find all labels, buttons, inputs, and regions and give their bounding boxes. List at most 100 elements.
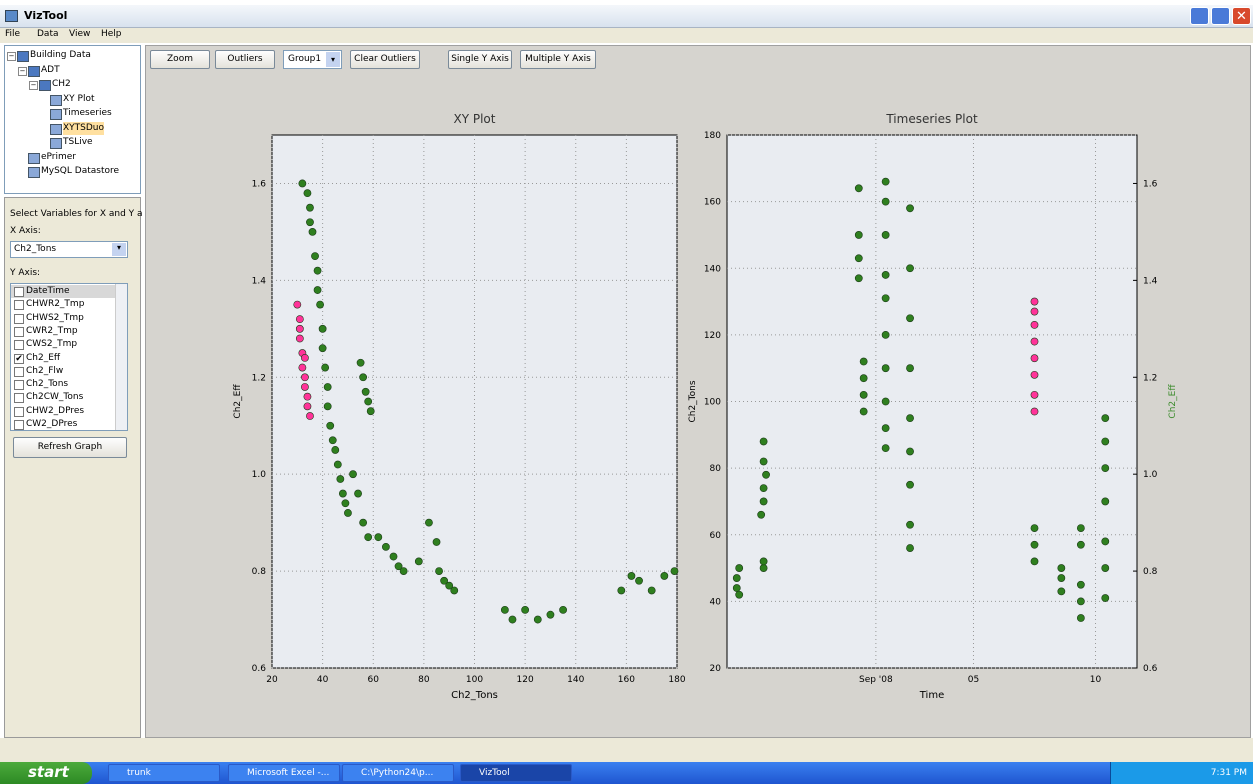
point (1101, 437, 1110, 446)
point (366, 407, 375, 416)
tree-icon (28, 152, 40, 164)
point (757, 510, 766, 519)
title-bar: VizTool ✕ (0, 5, 1253, 28)
point (859, 390, 868, 399)
y-tick-label: 140 (704, 264, 721, 274)
menu-item[interactable]: View (69, 29, 91, 39)
tree-item-selected[interactable]: XYTSDuo (63, 121, 105, 135)
point (432, 538, 441, 546)
dropdown-arrow: ▾ (112, 243, 126, 256)
x-axis-label: Time (919, 690, 944, 701)
variable-label: Ch2_Tons (26, 379, 69, 390)
point (364, 533, 373, 542)
point (906, 414, 914, 423)
tree-item[interactable]: TSLive (63, 137, 93, 147)
point (1030, 390, 1039, 399)
list-header (11, 285, 115, 298)
checkbox[interactable]: ✔ (14, 353, 24, 364)
point (303, 189, 312, 198)
expander[interactable]: − (18, 66, 27, 76)
chart-title: Timeseries Plot (885, 112, 978, 126)
checkbox[interactable] (14, 380, 24, 391)
checkbox[interactable] (14, 326, 24, 337)
close-button[interactable]: ✕ (1232, 7, 1251, 25)
scrollbar[interactable] (115, 284, 127, 430)
point (1030, 337, 1039, 346)
tree-item[interactable]: Building Data (30, 50, 91, 60)
point (361, 387, 370, 396)
point (759, 437, 768, 446)
plot-area (271, 134, 678, 669)
point (559, 605, 567, 614)
outliers-button[interactable]: Outliers (215, 50, 275, 69)
taskbar-item[interactable]: C:\Python24\p... (342, 764, 454, 782)
x-tick-label: 140 (567, 675, 584, 685)
point (389, 552, 398, 561)
point (359, 373, 368, 382)
point (660, 572, 669, 580)
tree-item[interactable]: Timeseries (63, 108, 112, 118)
point (306, 203, 314, 212)
point (1076, 524, 1085, 532)
zoom-button[interactable]: Zoom (150, 50, 210, 69)
checkbox[interactable] (14, 393, 24, 404)
checkbox[interactable] (14, 366, 24, 377)
point (303, 402, 312, 411)
tree-item[interactable]: XY Plot (63, 93, 95, 104)
app-icon (5, 10, 18, 22)
taskbar-item[interactable]: Microsoft Excel -... (228, 764, 340, 782)
y2-tick-label: 0.6 (1143, 664, 1158, 674)
refresh-button[interactable]: Refresh Graph (13, 437, 127, 458)
taskbar-item[interactable]: VizTool (460, 764, 572, 782)
taskbar-item[interactable]: trunk (108, 764, 220, 782)
tree-item[interactable]: ePrimer (41, 151, 77, 162)
single-y-axis-button[interactable]: Single Y Axis (448, 50, 512, 69)
multiple-y-axis-button[interactable]: Multiple Y Axis (520, 50, 596, 69)
y-tick-label: 1.4 (252, 276, 267, 286)
clear-outliers-button[interactable]: Clear Outliers (350, 50, 420, 69)
y-tick-label: 0.8 (252, 567, 267, 577)
checkbox[interactable] (14, 340, 24, 351)
y-tick-label: 1.6 (252, 179, 267, 189)
point (906, 544, 914, 552)
variable-label: CHWS2_Tmp (26, 312, 84, 323)
point (881, 424, 890, 433)
restore-button[interactable] (1211, 7, 1230, 25)
tree-item[interactable]: ADT (41, 64, 60, 75)
dropdown-arrow: ▾ (326, 52, 340, 67)
checkbox[interactable] (14, 287, 24, 297)
point (854, 231, 863, 239)
start-button[interactable]: start (0, 762, 92, 784)
tree-item[interactable]: MySQL Datastore (41, 166, 120, 176)
group-select[interactable]: Group1 ▾ (283, 50, 342, 69)
point (627, 572, 636, 580)
point (906, 480, 914, 489)
point (854, 184, 863, 193)
menu-item[interactable]: Help (101, 29, 122, 39)
point (1057, 574, 1066, 582)
minimize-button[interactable] (1190, 7, 1209, 25)
checkbox[interactable] (14, 300, 24, 311)
point (318, 344, 327, 353)
expander[interactable]: − (29, 81, 38, 90)
point (881, 231, 890, 239)
point (321, 363, 330, 372)
menu-item[interactable]: File (5, 29, 21, 39)
tree-item[interactable]: CH2 (52, 79, 71, 89)
y-tick-label: 100 (704, 398, 721, 408)
checkbox[interactable] (14, 313, 24, 324)
y2-axis-label: Ch2_Eff (1168, 384, 1178, 419)
point (445, 581, 454, 590)
point (313, 266, 322, 275)
y-tick-label: 80 (710, 464, 722, 474)
checkbox[interactable] (14, 420, 24, 430)
tree-panel: − Building Data − ADT − CH2 XY Plot Timeseries X… (4, 45, 141, 194)
expander[interactable]: − (7, 52, 16, 61)
point (1101, 537, 1110, 546)
checkbox[interactable] (14, 406, 24, 417)
x-axis-select[interactable]: Ch2_Tons ▾ (10, 241, 128, 258)
variable-label: CWS2_Tmp (26, 339, 78, 350)
point (354, 489, 362, 498)
menu-item[interactable]: Data (37, 29, 59, 39)
y-tick-label: 160 (704, 198, 721, 208)
